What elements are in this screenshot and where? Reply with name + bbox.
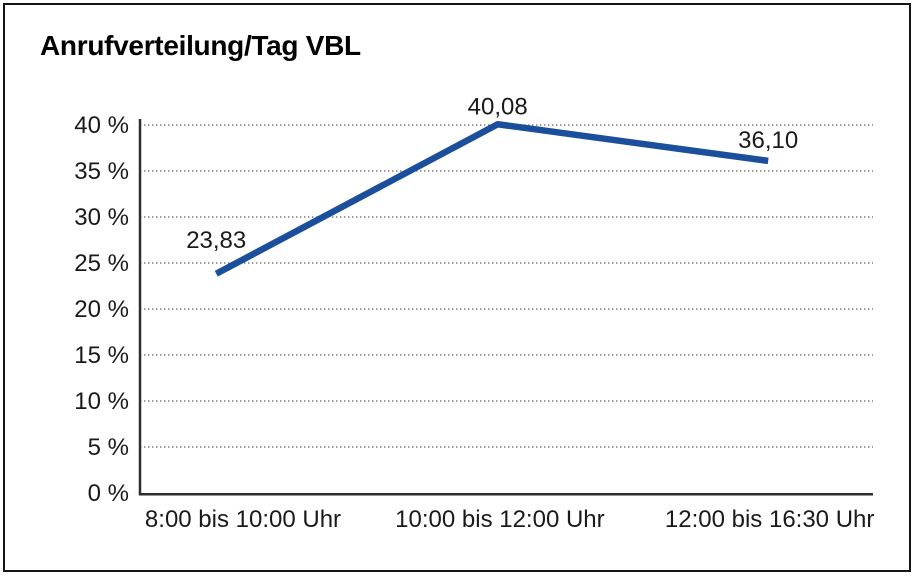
- y-tick-label: 0 %: [88, 480, 129, 507]
- data-label: 23,83: [186, 227, 246, 254]
- data-label: 40,08: [468, 93, 528, 120]
- y-tick-label: 40 %: [74, 112, 129, 139]
- x-tick-label: 8:00 bis 10:00 Uhr: [145, 506, 341, 533]
- data-line: [214, 121, 769, 277]
- y-tick-label: 10 %: [74, 388, 129, 415]
- x-tick-label: 10:00 bis 12:00 Uhr: [395, 506, 604, 533]
- chart-title: Anrufverteilung/Tag VBL: [40, 30, 361, 61]
- y-tick-label: 5 %: [88, 434, 129, 461]
- y-tick-label: 30 %: [74, 204, 129, 231]
- data-label: 36,10: [738, 127, 798, 154]
- x-tick-label: 12:00 bis 16:30 Uhr: [665, 506, 874, 533]
- y-tick-label: 35 %: [74, 158, 129, 185]
- y-tick-label: 20 %: [74, 296, 129, 323]
- y-tick-label: 25 %: [74, 250, 129, 277]
- chart-frame: [3, 3, 911, 572]
- y-tick-label: 15 %: [74, 342, 129, 369]
